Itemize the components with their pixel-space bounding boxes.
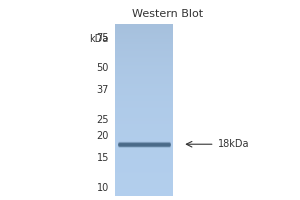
Text: 15: 15 — [97, 153, 109, 163]
Text: 75: 75 — [96, 33, 109, 43]
Text: 20: 20 — [97, 131, 109, 141]
Text: Western Blot: Western Blot — [132, 9, 203, 19]
Text: kDa: kDa — [90, 34, 109, 44]
Text: 37: 37 — [97, 85, 109, 95]
Text: 25: 25 — [96, 115, 109, 125]
Text: 18kDa: 18kDa — [218, 139, 249, 149]
Text: 50: 50 — [97, 63, 109, 73]
Text: 10: 10 — [97, 183, 109, 193]
